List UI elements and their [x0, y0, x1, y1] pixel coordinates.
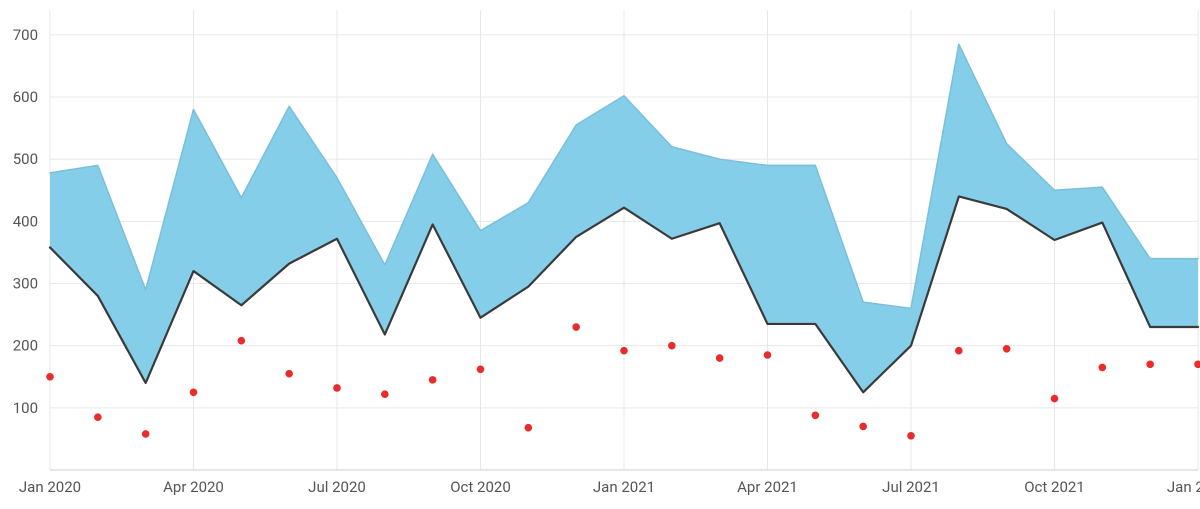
y-tick-label: 700	[13, 26, 38, 44]
x-tick-label: Jan 2021	[593, 478, 655, 496]
y-tick-label: 600	[13, 88, 38, 106]
scatter-dot	[1146, 361, 1154, 369]
scatter-dot	[955, 347, 963, 355]
scatter-dot	[333, 384, 341, 392]
scatter-dot	[1099, 364, 1107, 372]
scatter-dot	[764, 351, 772, 359]
y-tick-label: 400	[13, 212, 38, 230]
x-tick-label: Apr 2020	[163, 478, 224, 496]
scatter-dot	[668, 342, 676, 350]
x-tick-label: Apr 2021	[737, 478, 798, 496]
x-tick-label: Jul 2021	[882, 478, 940, 496]
scatter-dot	[525, 424, 533, 432]
scatter-dot	[285, 370, 293, 378]
scatter-dot	[1051, 395, 1059, 403]
scatter-dot	[812, 411, 820, 419]
scatter-dot	[94, 413, 102, 421]
scatter-dot	[381, 390, 389, 398]
y-tick-label: 300	[13, 275, 38, 293]
scatter-dot	[716, 354, 724, 362]
x-tick-label: Jan 2022	[1167, 478, 1200, 496]
x-tick-label: Oct 2021	[1024, 478, 1085, 496]
scatter-dot	[572, 323, 580, 331]
scatter-dot	[907, 432, 915, 440]
chart-svg: 100 200 300 400 500 600 700 Jan 2020 Apr 2020 Jul…	[0, 0, 1200, 509]
scatter-dot	[477, 365, 485, 373]
scatter-dot	[1003, 345, 1011, 353]
scatter-dot	[46, 373, 54, 381]
scatter-series	[46, 323, 1200, 439]
scatter-dot	[190, 388, 198, 396]
scatter-dot	[620, 347, 628, 355]
scatter-dot	[859, 423, 867, 431]
y-tick-label: 200	[13, 337, 38, 355]
scatter-dot	[429, 376, 437, 384]
scatter-dot	[142, 430, 150, 438]
x-tick-label: Jul 2020	[308, 478, 366, 496]
timeseries-band-chart: 100 200 300 400 500 600 700 Jan 2020 Apr 2020 Jul…	[0, 0, 1200, 509]
y-tick-label: 500	[13, 150, 38, 168]
y-tick-label: 100	[13, 399, 38, 417]
scatter-dot	[238, 337, 246, 345]
x-tick-label: Jan 2020	[19, 478, 81, 496]
x-tick-label: Oct 2020	[450, 478, 511, 496]
scatter-dot	[1194, 361, 1200, 369]
